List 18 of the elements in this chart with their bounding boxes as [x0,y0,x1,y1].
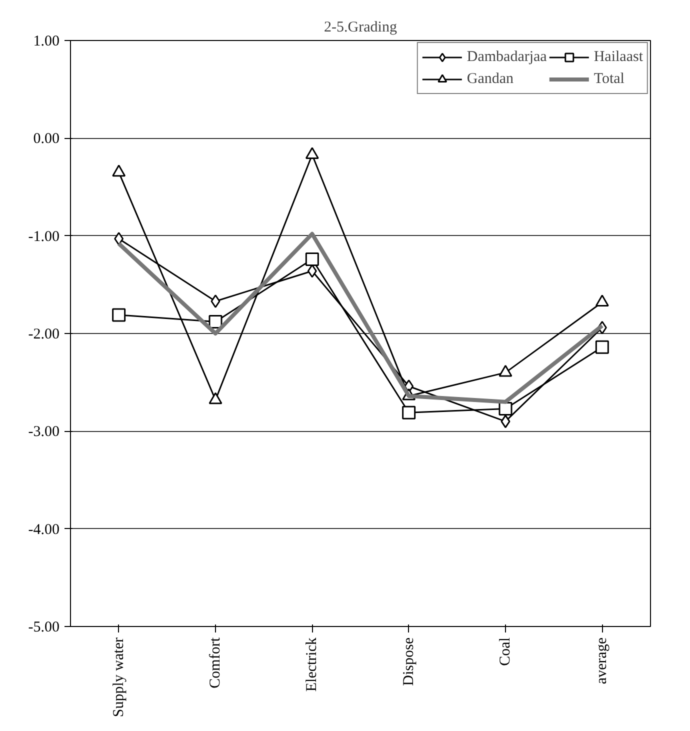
y-tick-label: -2.00 [28,326,60,342]
chart-title: 2-5.Grading [324,20,398,36]
x-tick-label: Supply water [110,637,127,718]
y-tick-label: -5.00 [28,620,60,636]
x-tick-label: Dispose [400,637,417,686]
x-tick-label: Coal [498,637,514,666]
y-tick-label: -1.00 [28,228,60,245]
x-tick-label: average [594,637,610,684]
x-tick-label: Electrick [304,637,320,692]
legend-label: Dambadarjaa [466,48,547,66]
x-tick-label: Comfort [208,636,224,688]
y-tick-label: -3.00 [28,424,60,440]
y-tick-label: 1.00 [33,34,60,50]
legend-label: Hailaast [594,48,643,66]
legend-label: Gandan [466,70,514,88]
y-tick-label: -4.00 [28,522,60,538]
y-tick-label: 0.00 [33,131,60,148]
legend-label: Total [594,70,624,88]
